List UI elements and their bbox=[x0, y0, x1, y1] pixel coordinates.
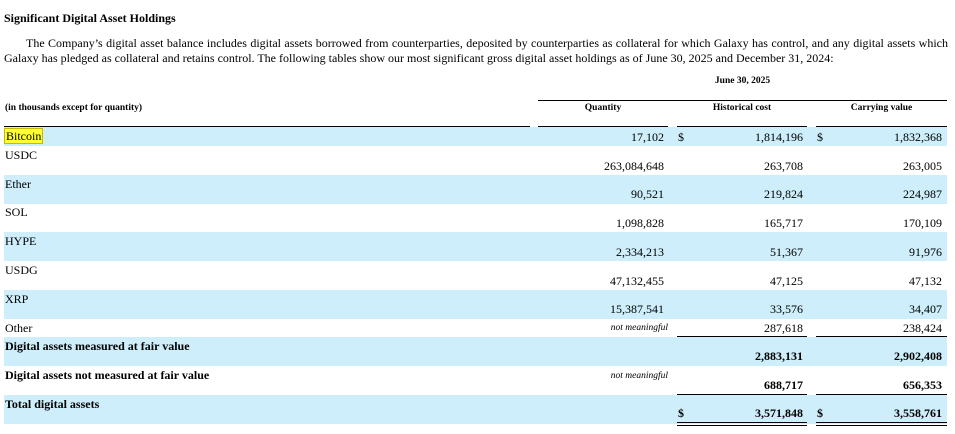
cell-historical-cost-subtotal: 2,883,131 bbox=[755, 349, 803, 363]
intro-paragraph: The Company’s digital asset balance incl… bbox=[4, 36, 948, 65]
dollar-sign: $ bbox=[678, 130, 684, 144]
cell-historical-cost: 165,717 bbox=[764, 216, 803, 230]
total-double-rule-carrying bbox=[816, 422, 947, 426]
row-label-not-fair-value: Digital assets not measured at fair valu… bbox=[5, 368, 210, 382]
cell-historical-cost: 1,814,196 bbox=[755, 130, 803, 144]
col-header-quantity: Quantity bbox=[584, 103, 622, 113]
cell-historical-cost: 33,576 bbox=[770, 302, 803, 316]
header-rule-historical bbox=[677, 126, 807, 127]
total-rule-carrying bbox=[816, 394, 947, 395]
cell-carrying-value: 1,832,368 bbox=[894, 130, 942, 144]
cell-carrying-value: 170,109 bbox=[903, 216, 942, 230]
dollar-sign: $ bbox=[678, 406, 684, 420]
row-bg-xrp bbox=[4, 290, 947, 319]
cell-carrying-value-subtotal: 2,902,408 bbox=[894, 349, 942, 363]
dollar-sign: $ bbox=[817, 130, 823, 144]
col-header-historical-cost: Historical cost bbox=[712, 103, 772, 113]
row-bg-bitcoin bbox=[4, 127, 947, 146]
cell-carrying-value-not-fair: 656,353 bbox=[903, 378, 942, 392]
row-label-ether: Ether bbox=[5, 177, 31, 191]
header-rule-label bbox=[4, 126, 530, 127]
header-rule-quantity bbox=[538, 126, 668, 127]
subtotal-rule-carrying bbox=[816, 336, 947, 337]
cell-carrying-value-total: 3,558,761 bbox=[894, 406, 942, 420]
row-label-bitcoin: Bitcoin bbox=[3, 128, 44, 144]
row-label-fair-value-subtotal: Digital assets measured at fair value bbox=[5, 339, 190, 353]
period-header: June 30, 2025 bbox=[714, 76, 771, 86]
cell-historical-cost: 219,824 bbox=[764, 187, 803, 201]
row-bg-fair-value bbox=[4, 337, 947, 366]
subtotal-rule-historical bbox=[677, 336, 807, 337]
cell-carrying-value: 47,132 bbox=[909, 274, 942, 288]
row-bg-total bbox=[4, 395, 947, 424]
row-label-hype: HYPE bbox=[5, 234, 37, 248]
row-label-sol: SOL bbox=[5, 205, 28, 219]
row-bg-ether bbox=[4, 175, 947, 204]
cell-historical-cost: 47,125 bbox=[770, 274, 803, 288]
total-rule-historical bbox=[677, 394, 807, 395]
cell-carrying-value: 34,407 bbox=[909, 302, 942, 316]
cell-historical-cost: 51,367 bbox=[770, 245, 803, 259]
units-label: (in thousands except for quantity) bbox=[5, 103, 143, 113]
row-bg-hype bbox=[4, 232, 947, 261]
total-double-rule-historical bbox=[677, 422, 807, 426]
cell-carrying-value: 224,987 bbox=[903, 187, 942, 201]
cell-carrying-value: 263,005 bbox=[903, 159, 942, 173]
row-label-usdg: USDG bbox=[5, 263, 38, 277]
row-label-total: Total digital assets bbox=[5, 397, 100, 411]
header-rule-carrying bbox=[816, 126, 947, 127]
cell-historical-cost: 263,708 bbox=[764, 159, 803, 173]
cell-quantity: 263,084,648 bbox=[604, 159, 664, 173]
period-rule bbox=[538, 100, 947, 101]
cell-quantity: 2,334,213 bbox=[616, 245, 664, 259]
cell-quantity-not-meaningful: not meaningful bbox=[610, 323, 668, 333]
cell-historical-cost-total: 3,571,848 bbox=[755, 406, 803, 420]
cell-quantity: 90,521 bbox=[631, 187, 664, 201]
cell-historical-cost-not-fair: 688,717 bbox=[764, 378, 803, 392]
cell-quantity: 1,098,828 bbox=[616, 216, 664, 230]
dollar-sign: $ bbox=[817, 406, 823, 420]
col-header-carrying-value: Carrying value bbox=[850, 103, 913, 113]
cell-quantity: 15,387,541 bbox=[610, 302, 664, 316]
cell-carrying-value: 238,424 bbox=[903, 321, 942, 335]
row-label-other: Other bbox=[5, 321, 33, 335]
cell-quantity-not-meaningful: not meaningful bbox=[610, 371, 668, 381]
row-label-xrp: XRP bbox=[5, 292, 29, 306]
cell-quantity: 17,102 bbox=[631, 130, 664, 144]
cell-carrying-value: 91,976 bbox=[909, 245, 942, 259]
cell-historical-cost: 287,618 bbox=[764, 321, 803, 335]
highlighted-text: Bitcoin bbox=[3, 128, 44, 144]
section-title: Significant Digital Asset Holdings bbox=[4, 11, 176, 25]
cell-quantity: 47,132,455 bbox=[610, 274, 664, 288]
row-label-usdc: USDC bbox=[5, 148, 38, 162]
